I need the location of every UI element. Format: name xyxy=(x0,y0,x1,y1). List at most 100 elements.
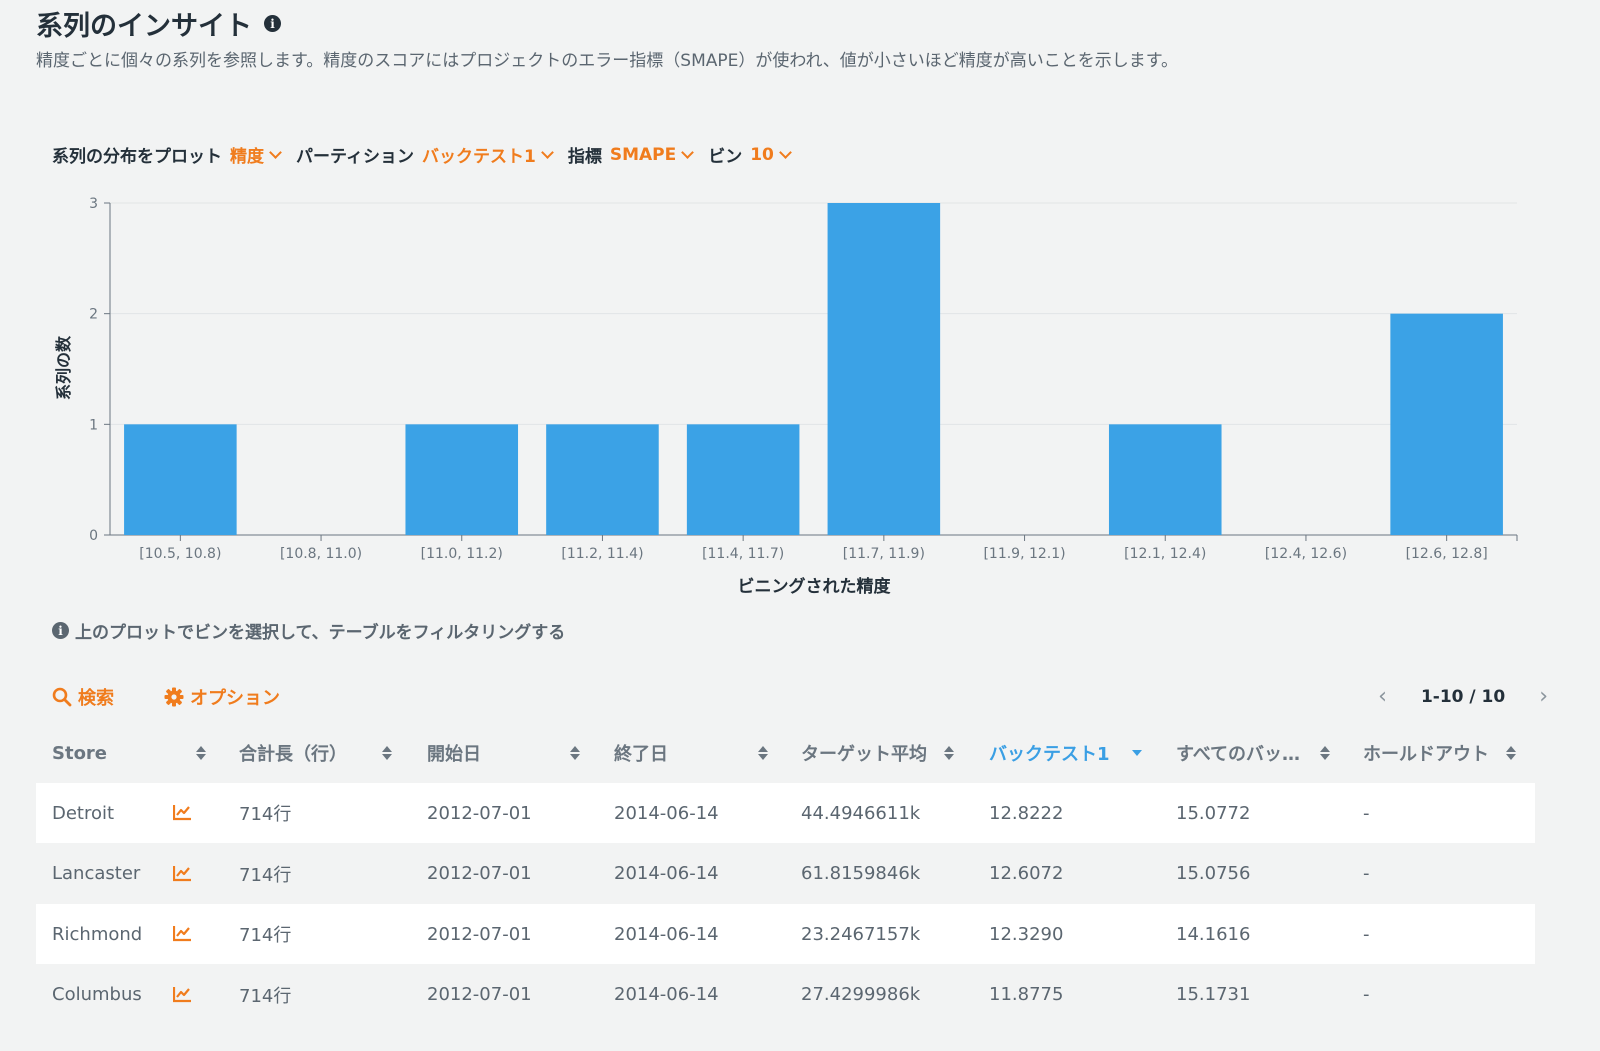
column-header-label: すべてのバッ… xyxy=(1176,744,1301,765)
sort-icon[interactable] xyxy=(196,746,206,760)
table-cell: 61.8159846k xyxy=(801,863,921,884)
table-cell: Detroit xyxy=(52,802,115,824)
column-header[interactable]: Store xyxy=(52,728,208,778)
filter-hint: i 上のプロットでビンを選択して、テーブルをフィルタリングする xyxy=(52,618,565,643)
table-cell: 11.8775 xyxy=(989,984,1064,1005)
chevron-down-icon xyxy=(269,145,282,159)
line-chart-icon[interactable] xyxy=(173,865,192,882)
y-tick-label: 3 xyxy=(89,196,98,212)
table-cell: - xyxy=(1363,923,1370,945)
table-cell: 2014-06-14 xyxy=(614,923,719,945)
column-header-label: ターゲット平均 xyxy=(801,744,927,765)
plot-distribution-dropdown[interactable]: 精度 xyxy=(230,142,282,167)
line-chart-icon[interactable] xyxy=(173,986,192,1003)
metric-dropdown[interactable]: SMAPE xyxy=(610,145,695,165)
table-cell: 12.3290 xyxy=(989,923,1064,945)
table-cell: 2012-07-01 xyxy=(427,802,532,824)
histogram-bar[interactable] xyxy=(405,424,519,535)
table-cell: 12.8222 xyxy=(989,802,1064,824)
column-header-label: Store xyxy=(52,742,108,764)
y-tick-label: 0 xyxy=(89,528,98,544)
table-cell: - xyxy=(1363,863,1370,884)
sort-icon[interactable] xyxy=(1320,746,1330,760)
column-header[interactable]: 開始日 xyxy=(427,728,582,778)
page-title-text: 系列のインサイト xyxy=(36,11,252,42)
histogram-bar[interactable] xyxy=(124,424,237,535)
column-header[interactable]: バックテスト1 xyxy=(989,728,1144,778)
pagination: ‹ 1-10 / 10 › xyxy=(1378,684,1548,709)
table-cell: 714行 xyxy=(239,985,292,1007)
bins-value: 10 xyxy=(750,144,774,165)
x-tick-label: [12.4, 12.6) xyxy=(1265,546,1347,562)
histogram-bar[interactable] xyxy=(1390,313,1503,535)
table-cell: Lancaster xyxy=(52,863,141,884)
metric-control: 指標 SMAPE xyxy=(567,142,695,167)
x-axis-label: ビニングされた精度 xyxy=(738,576,892,597)
sort-icon[interactable] xyxy=(570,746,580,760)
x-tick-label: [10.8, 11.0) xyxy=(280,546,362,562)
column-header[interactable]: ホールドアウト xyxy=(1363,728,1518,778)
table-cell: 15.0772 xyxy=(1176,802,1251,824)
sort-icon[interactable] xyxy=(1506,746,1516,760)
table-cell: 12.6072 xyxy=(989,863,1064,884)
histogram-bar[interactable] xyxy=(546,424,659,535)
partition-dropdown[interactable]: バックテスト1 xyxy=(421,142,554,167)
table-toolbar: 検索 オプション xyxy=(52,684,280,710)
x-tick-label: [11.2, 11.4) xyxy=(561,546,643,562)
metric-label: 指標 xyxy=(567,147,602,167)
x-tick-label: [10.5, 10.8) xyxy=(139,546,221,562)
sort-icon[interactable] xyxy=(944,746,954,760)
table-cell: 27.4299986k xyxy=(801,984,921,1005)
table-cell: 2014-06-14 xyxy=(614,802,719,824)
table-cell: 2012-07-01 xyxy=(427,923,532,945)
sort-icon[interactable] xyxy=(758,746,768,760)
x-tick-label: [11.7, 11.9) xyxy=(843,546,925,562)
column-header[interactable]: ターゲット平均 xyxy=(801,728,956,778)
plot-distribution-label: 系列の分布をプロット xyxy=(52,147,222,167)
table-cell: 2012-07-01 xyxy=(427,863,532,884)
y-tick-label: 2 xyxy=(89,307,98,323)
histogram-bar[interactable] xyxy=(686,424,800,535)
search-button[interactable]: 検索 xyxy=(52,684,114,710)
bins-dropdown[interactable]: 10 xyxy=(750,144,792,165)
next-page-button[interactable]: › xyxy=(1539,684,1548,709)
table-cell: 23.2467157k xyxy=(801,923,921,945)
options-button[interactable]: オプション xyxy=(164,684,280,710)
table-row[interactable]: Richmond 714行 2012-07-01 2014-06-14 23.24671… xyxy=(36,904,1535,964)
column-header-label: 終了日 xyxy=(614,744,668,765)
table-row[interactable]: Detroit 714行 2012-07-01 2014-06-14 44.494661… xyxy=(36,783,1535,843)
column-header[interactable]: すべてのバッ… xyxy=(1176,728,1332,778)
table-row[interactable]: Lancaster 714行 2012-07-01 2014-06-14 61.8159… xyxy=(36,843,1535,904)
sort-icon[interactable] xyxy=(382,746,392,760)
info-icon: i xyxy=(52,622,69,639)
column-header-label: バックテスト1 xyxy=(989,744,1110,765)
table-row[interactable]: Columbus 714行 2012-07-01 2014-06-14 27.42999… xyxy=(36,964,1535,1025)
search-label: 検索 xyxy=(78,688,114,709)
plot-distribution-control: 系列の分布をプロット 精度 xyxy=(52,142,282,167)
y-tick-label: 1 xyxy=(89,417,98,433)
table-cell: 2014-06-14 xyxy=(614,863,719,884)
page-subtitle: 精度ごとに個々の系列を参照します。精度のスコアにはプロジェクトのエラー指標（SM… xyxy=(36,51,1178,71)
page-title: 系列のインサイト i xyxy=(36,4,281,43)
histogram-bar[interactable] xyxy=(1108,424,1222,535)
bins-control: ビン 10 xyxy=(708,142,792,167)
table-cell: 15.0756 xyxy=(1176,863,1251,884)
partition-value: バックテスト1 xyxy=(421,147,536,167)
x-tick-label: [12.1, 12.4) xyxy=(1124,546,1206,562)
table-cell: 714行 xyxy=(239,804,292,825)
sort-icon[interactable] xyxy=(1132,750,1142,756)
table-cell: Columbus xyxy=(52,984,142,1005)
table-cell: - xyxy=(1363,984,1370,1005)
line-chart-icon[interactable] xyxy=(173,804,192,821)
column-header[interactable]: 合計長（行） xyxy=(239,728,394,778)
line-chart-icon[interactable] xyxy=(173,925,192,942)
chevron-down-icon xyxy=(681,145,695,159)
table-cell: 714行 xyxy=(239,864,292,886)
table-cell: - xyxy=(1363,802,1370,824)
column-header[interactable]: 終了日 xyxy=(614,728,770,778)
x-tick-label: [11.9, 12.1) xyxy=(983,546,1065,562)
info-icon[interactable]: i xyxy=(264,15,281,32)
plot-controls: 系列の分布をプロット 精度 パーティション バックテスト1 指標 SMAPE ビ… xyxy=(52,142,806,167)
histogram-bar[interactable] xyxy=(827,203,941,535)
prev-page-button[interactable]: ‹ xyxy=(1378,684,1387,709)
